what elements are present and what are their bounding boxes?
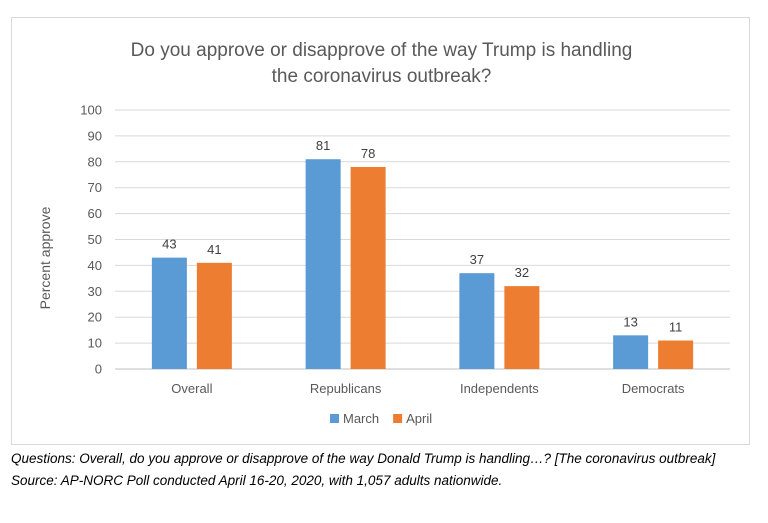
legend-swatch-march	[330, 414, 339, 423]
y-tick-label: 0	[95, 362, 102, 377]
x-category-label: Overall	[171, 381, 212, 396]
bar-march-republicans	[305, 159, 341, 369]
y-tick-label: 40	[88, 258, 102, 273]
y-tick-label: 30	[88, 284, 102, 299]
y-tick-label: 10	[88, 336, 102, 351]
data-label: 41	[207, 242, 221, 257]
bar-march-democrats	[613, 335, 649, 369]
x-axis-categories: Overall Republicans Independents Democrats	[171, 381, 685, 396]
chart-title: Do you approve or disapprove of the way …	[12, 38, 751, 90]
y-tick-label: 90	[88, 128, 102, 143]
legend: March April	[330, 411, 432, 426]
bars	[151, 159, 694, 369]
data-label: 78	[361, 146, 375, 161]
data-label: 13	[623, 314, 637, 329]
legend-label-march: March	[343, 411, 379, 426]
questions-note: Questions: Overall, do you approve or di…	[11, 451, 716, 466]
data-labels: 43 41 81 78 37 32 13 11	[162, 138, 682, 334]
data-label: 37	[470, 252, 484, 267]
y-tick-label: 60	[88, 206, 102, 221]
bar-march-overall	[151, 257, 187, 369]
legend-swatch-april	[393, 414, 403, 423]
bar-march-independents	[459, 273, 495, 369]
chart-frame: Do you approve or disapprove of the way …	[11, 17, 750, 445]
bar-april-democrats	[658, 340, 694, 369]
y-tick-label: 80	[88, 154, 102, 169]
data-label: 32	[515, 265, 529, 280]
data-label: 43	[162, 237, 176, 252]
data-label: 81	[316, 138, 330, 153]
y-axis-ticks: 0 10 20 30 40 50 60 70 80 90 100	[80, 103, 102, 377]
bar-april-independents	[504, 286, 540, 369]
bar-april-overall	[196, 262, 232, 369]
y-tick-label: 20	[88, 310, 102, 325]
data-label: 11	[669, 320, 683, 335]
x-category-label: Republicans	[310, 381, 382, 396]
chart-title-line-1: Do you approve or disapprove of the way …	[130, 40, 633, 61]
x-category-label: Independents	[460, 381, 539, 396]
y-axis-label: Percent approve	[37, 206, 53, 309]
y-tick-label: 50	[88, 232, 102, 247]
x-category-label: Democrats	[622, 381, 685, 396]
bar-april-republicans	[350, 166, 386, 369]
y-tick-label: 70	[88, 180, 102, 195]
legend-label-april: April	[406, 411, 432, 426]
chart-notes: Questions: Overall, do you approve or di…	[11, 448, 756, 492]
y-tick-label: 100	[80, 103, 102, 118]
chart-title-line-2: the coronavirus outbreak?	[271, 66, 492, 87]
source-note: Source: AP-NORC Poll conducted April 16-…	[11, 473, 503, 488]
